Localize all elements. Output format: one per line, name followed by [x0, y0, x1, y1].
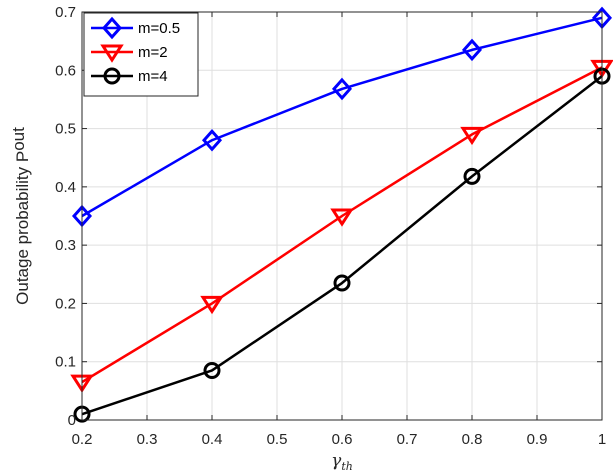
- legend-entry: m=2: [91, 44, 168, 63]
- series-m=0.5: [71, 6, 613, 228]
- y-tick-label: 0.2: [55, 295, 76, 312]
- y-axis-title-main: Outage probability P: [13, 151, 32, 305]
- series-line: [81, 75, 603, 416]
- series-line: [81, 66, 603, 384]
- y-axis-title: Outage probability Pout: [9, 127, 32, 305]
- x-tick-label: 0.2: [72, 431, 93, 448]
- x-tick-label: 0.4: [202, 431, 223, 448]
- legend-label: m=2: [138, 44, 168, 61]
- legend-marker: [103, 67, 121, 85]
- data-point-marker: [463, 167, 481, 185]
- legend-label: m=4: [138, 68, 168, 85]
- data-point-marker: [201, 128, 223, 152]
- series-line: [81, 16, 603, 218]
- x-tick-label: 0.6: [332, 431, 353, 448]
- data-point-marker: [203, 361, 221, 379]
- data-point-marker: [333, 274, 351, 292]
- plot-frame: [81, 11, 603, 421]
- legend-entry: m=0.5: [91, 16, 180, 40]
- data-point-marker: [200, 295, 224, 315]
- y-tick-label: 0.7: [55, 4, 76, 21]
- x-axis-title-main: γ: [331, 451, 342, 471]
- y-tick-label: 0.1: [55, 354, 76, 371]
- x-tick-label: 0.8: [462, 431, 483, 448]
- legend: m=0.5 m=2 m=4: [83, 12, 199, 97]
- axis-tick-labels: 0.2 0.3 0.4 0.5 0.6 0.7 0.8 0.9 1 0 0.1 0.2 0.3 0.4 0.…: [55, 4, 606, 448]
- series-m=4: [73, 67, 611, 423]
- x-tick-label: 0.9: [527, 431, 548, 448]
- y-tick-label: 0: [68, 412, 76, 429]
- y-tick-label: 0.3: [55, 237, 76, 254]
- x-tick-label: 0.5: [267, 431, 288, 448]
- legend-entry: m=4: [91, 67, 168, 85]
- legend-marker: [100, 44, 124, 63]
- data-point-marker: [330, 208, 354, 227]
- x-tick-label: 0.7: [397, 431, 418, 448]
- y-tick-label: 0.6: [55, 62, 76, 79]
- x-axis-title: γth: [331, 451, 353, 473]
- legend-label: m=0.5: [138, 20, 180, 37]
- data-point-marker: [461, 38, 483, 62]
- x-axis-title-sub: th: [341, 460, 353, 473]
- y-tick-label: 0.5: [55, 121, 76, 138]
- data-point-marker: [331, 77, 353, 101]
- data-point-marker: [460, 126, 484, 146]
- x-tick-label: 1: [598, 431, 606, 448]
- y-axis-title-sub: out: [9, 127, 28, 151]
- series-group: [70, 6, 613, 423]
- x-tick-label: 0.3: [137, 431, 158, 448]
- legend-marker: [101, 16, 123, 40]
- y-tick-label: 0.4: [55, 179, 76, 196]
